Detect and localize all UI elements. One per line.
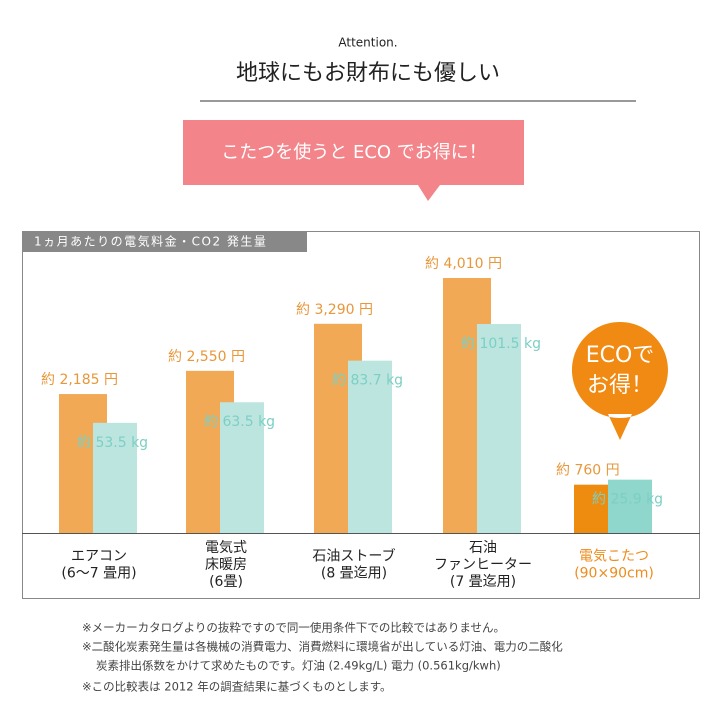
bar — [608, 479, 652, 533]
value-label: 約 2,550 円 — [168, 349, 245, 365]
category-label: 床暖房 — [205, 557, 247, 573]
bar — [477, 324, 521, 533]
badge — [571, 322, 668, 440]
note: ※二酸化炭素発生量は各機械の消費電力、消費燃料に環境省が出している灯油、電力の二… — [82, 640, 563, 654]
value-label: 約 2,185 円 — [41, 372, 118, 388]
badge-text: お得！ — [587, 373, 653, 398]
category-label: エアコン — [71, 549, 127, 565]
category-label: 石油ストーブ — [312, 548, 395, 565]
category-label: (6畳) — [209, 574, 243, 590]
note: 炭素排出係数をかけて求めたものです。灯油 (2.49kg/L) 電力 (0.56… — [96, 659, 501, 673]
banner — [183, 120, 524, 201]
category-label: ファンヒーター — [434, 557, 532, 573]
category-label: 電気こたつ — [579, 549, 649, 565]
title: 地球にもお財布にも優しい — [236, 61, 500, 86]
value-label: 約 760 円 — [556, 463, 620, 479]
chart-tab — [22, 231, 307, 252]
category-label: (8 畳迄用) — [321, 566, 387, 582]
category-label: (90×90cm) — [574, 566, 654, 582]
value-label: 約 63.5 kg — [204, 414, 275, 430]
category-label: (7 畳迄用) — [450, 574, 516, 590]
value-label: 約 101.5 kg — [461, 336, 541, 352]
value-label: 約 4,010 円 — [425, 256, 502, 272]
note: ※この比較表は 2012 年の調査結果に基づくものとします。 — [82, 680, 392, 694]
bar — [348, 360, 392, 533]
category-label: 電気式 — [205, 540, 247, 556]
value-label: 約 3,290 円 — [296, 302, 373, 318]
kicker: Attention. — [338, 36, 397, 50]
bar — [220, 402, 264, 533]
chart-frame — [22, 231, 700, 599]
category-label: 石油 — [469, 540, 497, 556]
category-label: (6〜7 畳用) — [61, 566, 136, 582]
chart-title: 1ヵ月あたりの電気料金・CO2 発生量 — [34, 234, 267, 249]
bar — [93, 422, 137, 533]
badge-text: ECOで — [586, 343, 655, 368]
value-label: 約 83.7 kg — [332, 373, 403, 389]
note: ※メーカーカタログよりの抜粋ですので同一使用条件下での比較ではありません。 — [82, 621, 505, 635]
value-label: 約 53.5 kg — [77, 435, 148, 451]
value-label: 約 25.9 kg — [592, 492, 663, 508]
banner-text: こたつを使うと ECO でお得に！ — [221, 142, 487, 163]
